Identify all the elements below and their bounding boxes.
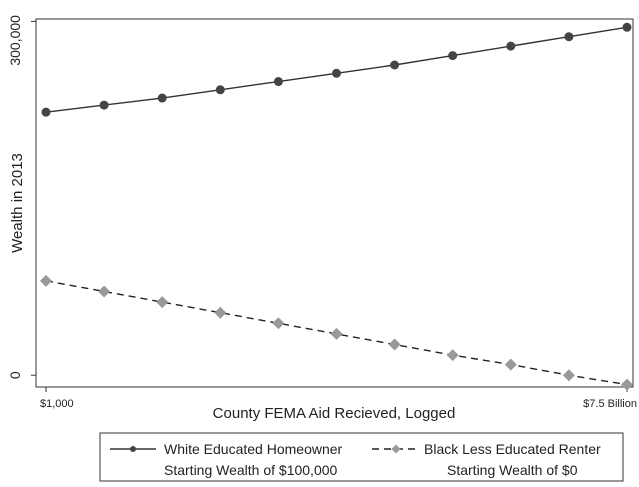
- legend-box: [99, 432, 624, 482]
- data-point: [99, 100, 109, 110]
- data-point: [622, 22, 632, 32]
- y-axis-title: Wealth in 2013: [9, 153, 26, 253]
- data-point: [332, 68, 341, 78]
- data-point: [564, 32, 574, 42]
- data-point: [157, 93, 167, 103]
- series-line-black-less-educated-renter: [45, 280, 628, 386]
- legend-marker: [130, 446, 136, 452]
- data-point: [214, 306, 227, 319]
- legend-key-white-educated-homeowner: [110, 446, 156, 452]
- y-axis: 0 300,000: [7, 15, 36, 379]
- legend-key-black-less-educated-renter: [372, 444, 420, 454]
- y-tick-label: 300,000: [7, 15, 23, 66]
- data-point: [330, 327, 343, 340]
- data-point: [388, 338, 401, 351]
- data-point: [273, 77, 283, 87]
- legend-label-white-educated-homeowner: White Educated Homeowner: [164, 441, 343, 457]
- x-axis-title: County FEMA Aid Recieved, Logged: [213, 405, 456, 422]
- data-point: [504, 358, 517, 371]
- series-layer: [40, 22, 633, 391]
- legend-label-black-less-educated-renter: Black Less Educated Renter: [424, 441, 601, 457]
- data-point: [446, 349, 459, 362]
- series-white-educated-homeowner: [41, 22, 632, 117]
- x-tick-label: $1,000: [40, 398, 74, 410]
- legend-note-white-educated-homeowner: Starting Wealth of $100,000: [164, 462, 338, 478]
- data-point: [41, 107, 51, 117]
- legend-marker: [391, 444, 401, 454]
- data-point: [506, 41, 516, 51]
- x-tick-label: $7.5 Billion: [583, 398, 637, 410]
- data-point: [562, 369, 575, 382]
- data-point: [621, 378, 633, 391]
- data-point: [215, 85, 225, 95]
- data-point: [98, 285, 111, 298]
- data-point: [156, 296, 169, 309]
- data-point: [448, 51, 458, 61]
- plot-area: [35, 18, 634, 388]
- data-point: [390, 60, 400, 70]
- series-black-less-educated-renter: [40, 274, 633, 391]
- y-tick-label: 0: [7, 371, 23, 379]
- legend-note-black-less-educated-renter: Starting Wealth of $0: [447, 462, 578, 478]
- data-point: [40, 274, 52, 287]
- legend: White Educated Homeowner Starting Wealth…: [99, 432, 624, 482]
- data-point: [272, 317, 285, 330]
